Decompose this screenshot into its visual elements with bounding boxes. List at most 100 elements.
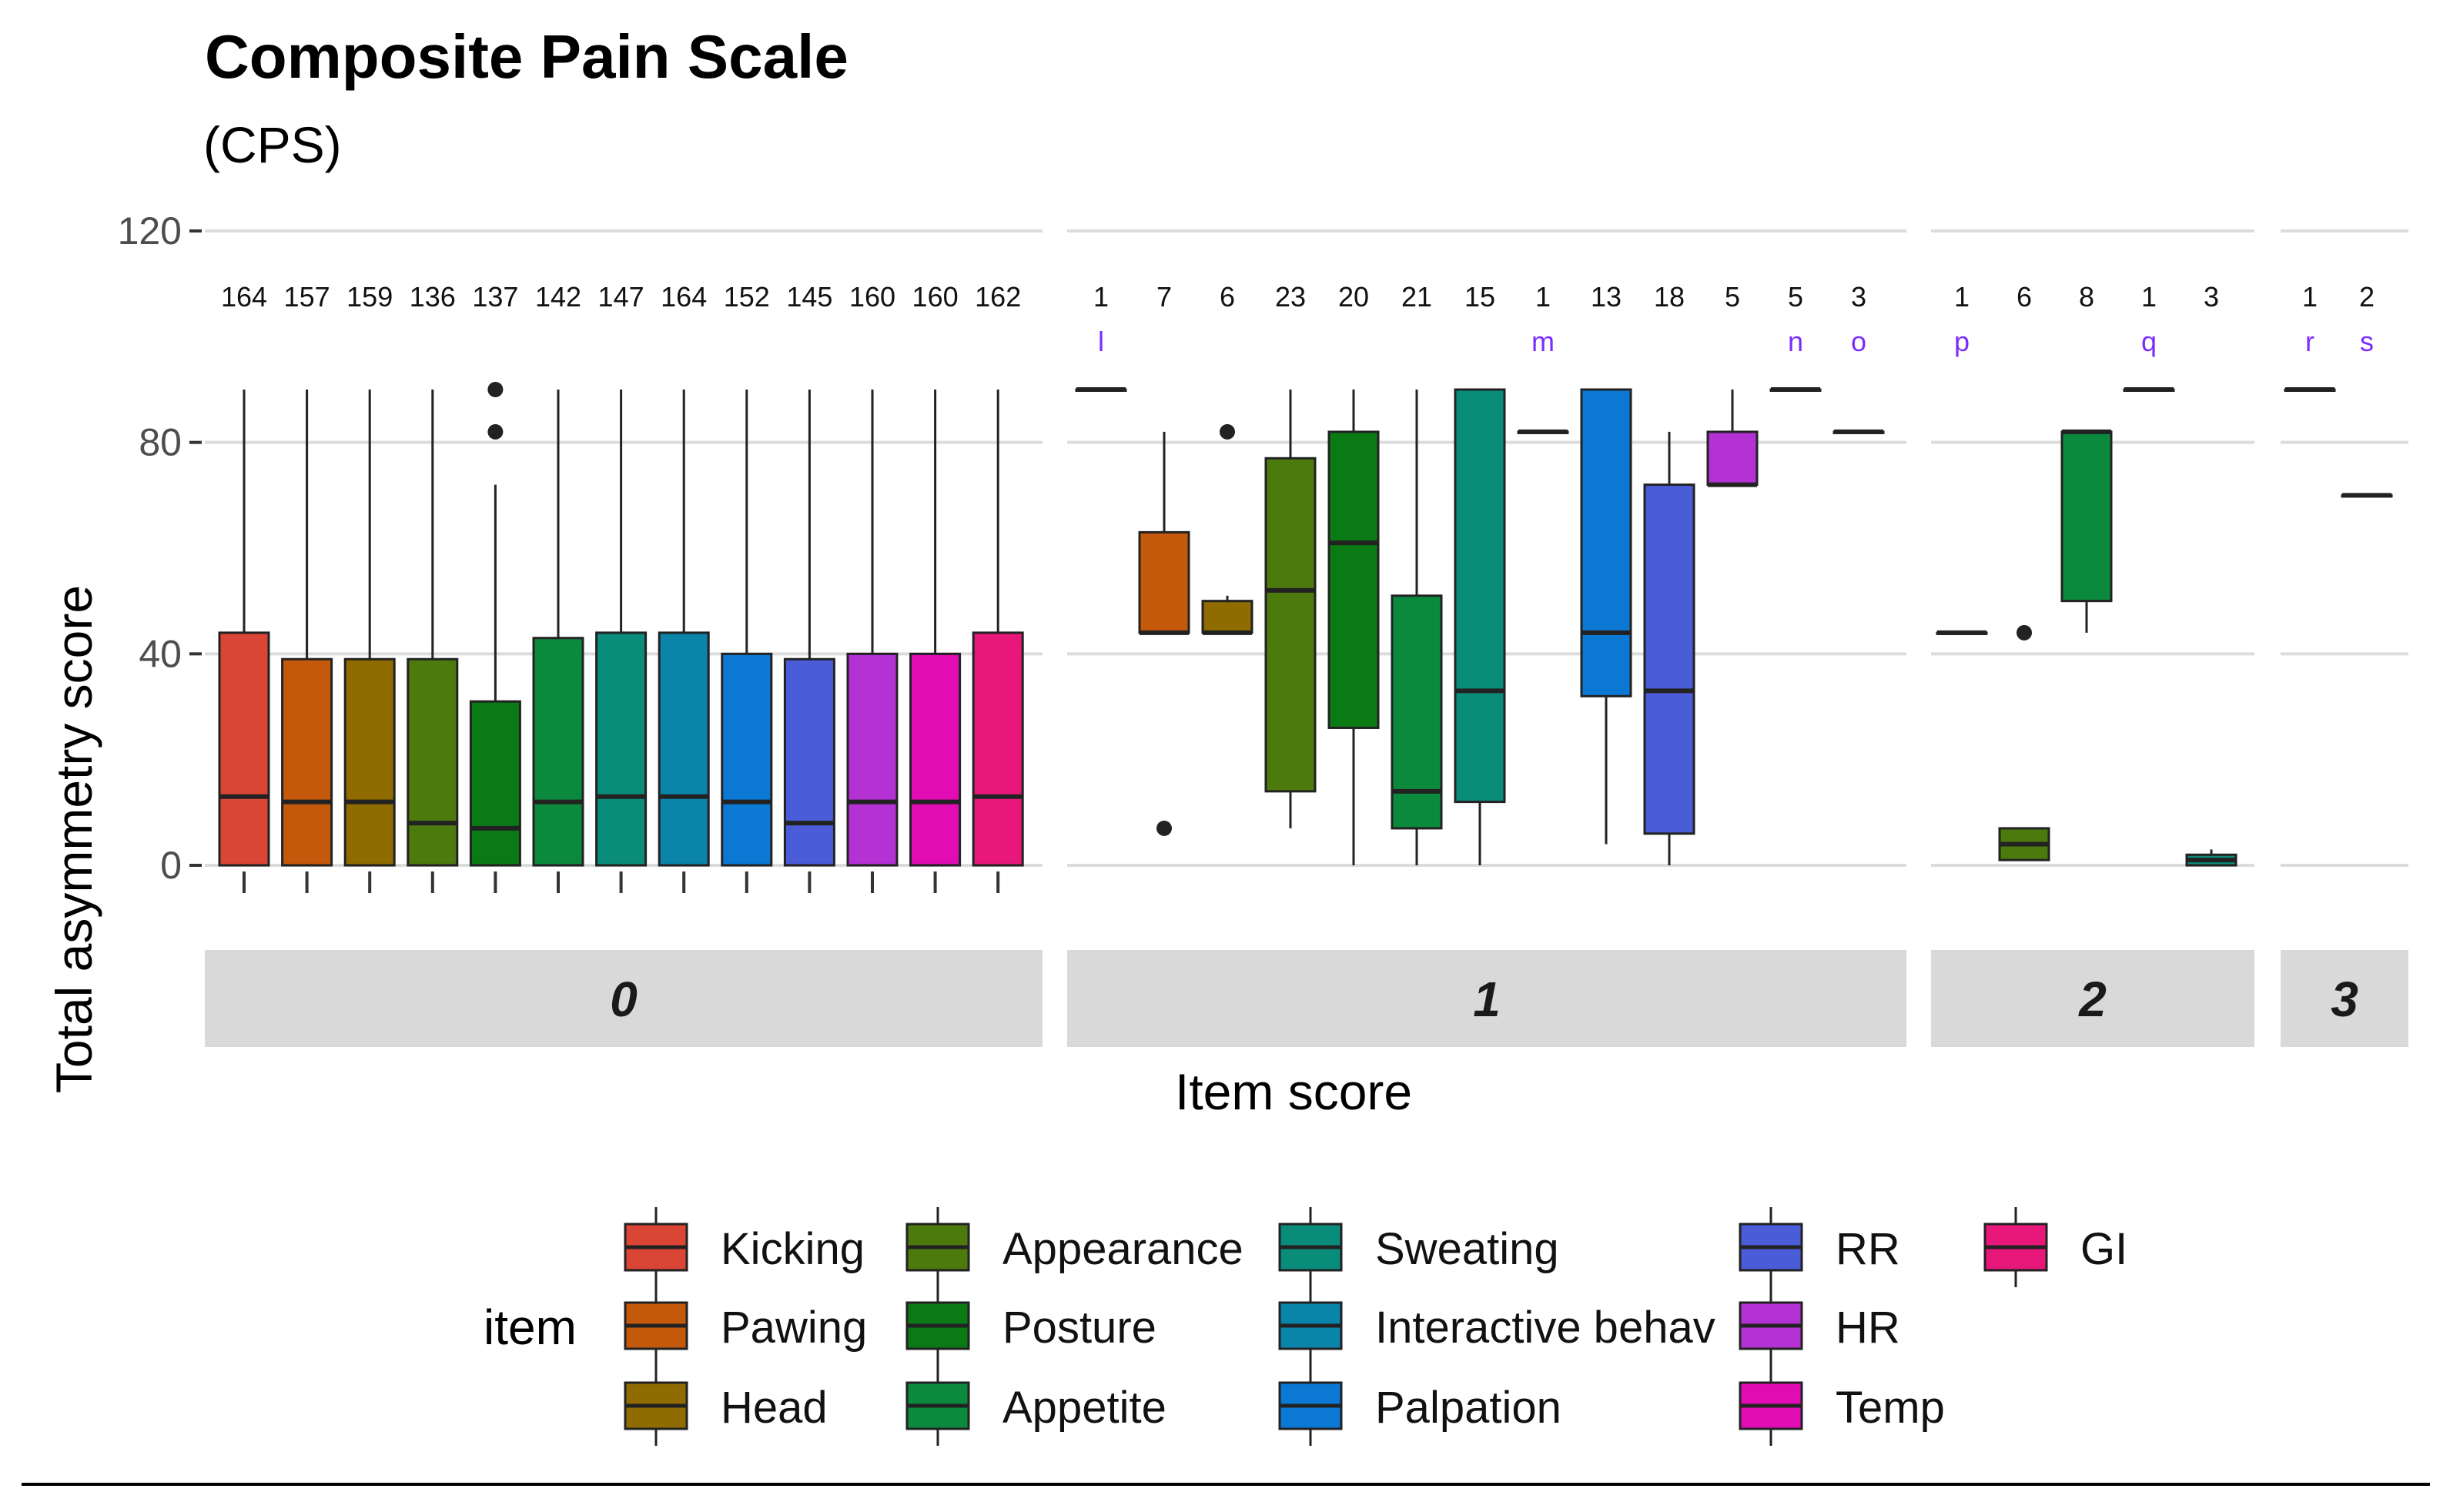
box-body xyxy=(1643,483,1695,835)
y-tick-label: 40 xyxy=(139,632,182,675)
box-temp: 5n xyxy=(1769,281,1822,392)
legend-item-kicking: Kicking xyxy=(624,1207,865,1287)
box-appetite: 21 xyxy=(1391,281,1443,865)
legend-item-head: Head xyxy=(624,1366,828,1446)
box-body xyxy=(532,637,584,867)
significance-letter: m xyxy=(1531,326,1555,357)
significance-letter: q xyxy=(2141,326,2157,357)
box-appearance: 136 xyxy=(407,281,459,893)
facet-strip-label: 0 xyxy=(610,972,638,1027)
legend-item-posture: Posture xyxy=(905,1286,1156,1366)
box-kicking: 1l xyxy=(1075,281,1127,392)
outlier-point xyxy=(2017,624,2032,641)
legend-item-label: Head xyxy=(721,1383,828,1433)
y-tick-label: 120 xyxy=(118,209,182,253)
legend-item-label: HR xyxy=(1836,1303,1900,1353)
legend-item-label: RR xyxy=(1836,1224,1900,1274)
box-posture: 20 xyxy=(1327,281,1380,865)
significance-letter: n xyxy=(1788,326,1803,357)
n-count-label: 1 xyxy=(1093,281,1109,313)
box-body xyxy=(343,657,396,867)
box-body xyxy=(1264,457,1317,793)
box-appetite: 8 xyxy=(2060,281,2113,633)
box-kicking: 1p xyxy=(1936,281,1988,635)
outlier-point xyxy=(487,423,504,440)
outlier-point xyxy=(487,382,504,397)
n-count-label: 2 xyxy=(2359,281,2375,313)
facet-strip-label: 3 xyxy=(2331,972,2358,1027)
box-rr: 18 xyxy=(1643,281,1695,865)
box-kicking: 1r xyxy=(2284,281,2336,392)
facet-strip xyxy=(1931,950,2254,1047)
legend-item-gi: GI xyxy=(1983,1207,2127,1287)
n-count-label: 160 xyxy=(912,281,959,313)
significance-letter: p xyxy=(1954,326,1970,357)
facet-strip xyxy=(2281,950,2408,1047)
legend-item-interactive-behav: Interactive behav xyxy=(1278,1286,1715,1366)
legend-item-label: Palpation xyxy=(1375,1383,1561,1433)
footer-divider xyxy=(22,1483,2430,1486)
box-sweating: 3 xyxy=(2185,281,2237,867)
n-count-label: 5 xyxy=(1788,281,1803,313)
box-rr: 145 xyxy=(783,281,835,893)
n-count-label: 159 xyxy=(346,281,393,313)
legend-item-appearance: Appearance xyxy=(905,1207,1243,1287)
box-body xyxy=(1138,530,1190,634)
box-interactive-behav: 164 xyxy=(658,281,710,893)
legend-item-label: Posture xyxy=(1002,1303,1156,1353)
n-count-label: 20 xyxy=(1338,281,1369,313)
y-tick-label: 80 xyxy=(139,421,182,464)
box-body xyxy=(595,631,648,867)
box-sweating: 15 xyxy=(1454,281,1506,865)
n-count-label: 162 xyxy=(975,281,1021,313)
box-sweating: 2s xyxy=(2341,281,2393,498)
legend-item-temp: Temp xyxy=(1739,1366,1945,1446)
n-count-label: 8 xyxy=(2079,281,2094,313)
legend-item-palpation: Palpation xyxy=(1278,1366,1561,1446)
significance-letter: r xyxy=(2305,326,2314,357)
facet-panel-2: 2 1p6 8 1 q3 xyxy=(1931,229,2254,1047)
box-body xyxy=(909,652,962,867)
box-body xyxy=(1327,430,1380,729)
box-pawing: 157 xyxy=(281,281,333,893)
box-appetite: 142 xyxy=(532,281,584,893)
box-gi: 3o xyxy=(1832,281,1885,434)
n-count-label: 160 xyxy=(849,281,895,313)
box-palpation: 152 xyxy=(721,281,773,893)
facet-strip-label: 2 xyxy=(2078,972,2107,1027)
box-body xyxy=(846,652,899,867)
chart-subtitle: (CPS) xyxy=(203,116,342,173)
x-axis-label: Item score xyxy=(1175,1063,1413,1120)
n-count-label: 1 xyxy=(2302,281,2318,313)
n-count-label: 157 xyxy=(284,281,330,313)
n-count-label: 7 xyxy=(1156,281,1172,313)
legend-item-sweating: Sweating xyxy=(1278,1207,1559,1287)
legend-item-pawing: Pawing xyxy=(624,1286,867,1366)
facet-strip-label: 1 xyxy=(1473,972,1501,1027)
box-head: 6 xyxy=(1201,281,1253,635)
n-count-label: 3 xyxy=(1851,281,1866,313)
legend-item-label: Pawing xyxy=(721,1303,867,1353)
box-body xyxy=(407,657,459,867)
n-count-label: 164 xyxy=(221,281,267,313)
outlier-point xyxy=(1220,423,1235,440)
legend-item-label: Sweating xyxy=(1375,1224,1559,1274)
outlier-point xyxy=(1156,820,1172,836)
n-count-label: 1 xyxy=(1535,281,1551,313)
n-count-label: 18 xyxy=(1654,281,1685,313)
box-body xyxy=(1201,600,1253,634)
box-body xyxy=(658,631,710,867)
chart-title: Composite Pain Scale xyxy=(205,22,848,91)
box-body xyxy=(218,631,270,867)
box-head: 159 xyxy=(343,281,396,893)
box-appearance: 6 xyxy=(1998,281,2050,861)
box-posture: 137 xyxy=(469,281,521,893)
n-count-label: 152 xyxy=(724,281,770,313)
box-body xyxy=(1454,388,1506,804)
box-temp: 160 xyxy=(909,281,962,893)
n-count-label: 136 xyxy=(410,281,456,313)
n-count-label: 1 xyxy=(1954,281,1970,313)
